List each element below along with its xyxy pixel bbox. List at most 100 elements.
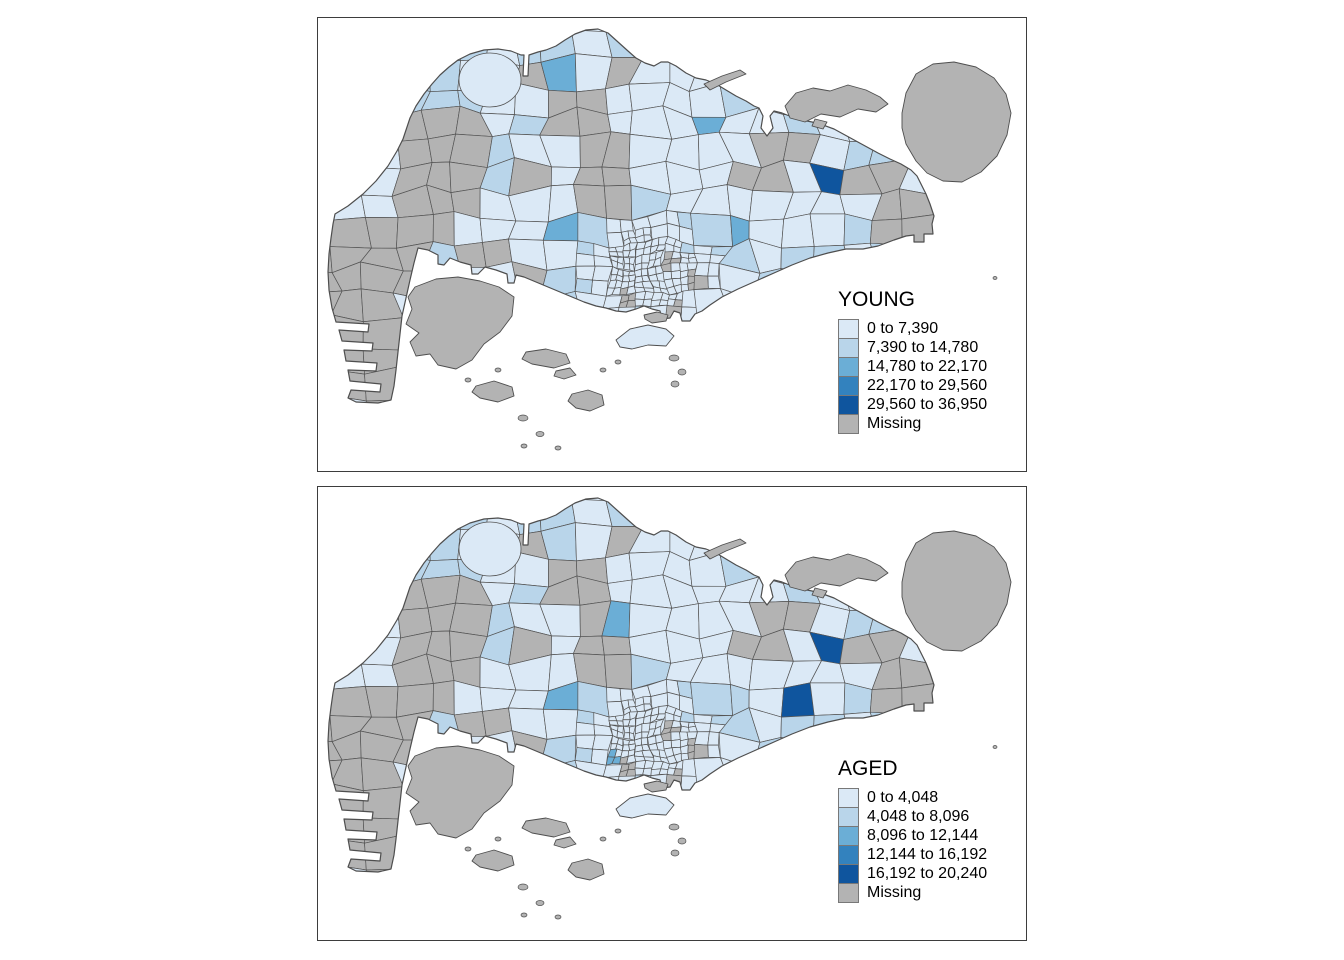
mainland-outline bbox=[327, 28, 935, 404]
subzone-cell bbox=[780, 498, 817, 530]
subzone-cell bbox=[751, 863, 784, 872]
subzone-cell bbox=[575, 734, 596, 750]
subzone-cell bbox=[330, 57, 366, 86]
subzone-cell bbox=[641, 722, 651, 733]
subzone-cell bbox=[623, 256, 630, 265]
subzone-cell bbox=[329, 576, 374, 609]
subzone-cell bbox=[811, 29, 849, 40]
subzone-cell bbox=[688, 499, 730, 532]
subzone-cell bbox=[779, 839, 812, 872]
subzone-cell bbox=[780, 29, 817, 39]
subzone-cell bbox=[694, 731, 710, 746]
subzone-cell bbox=[668, 498, 700, 508]
subzone-cell bbox=[751, 342, 794, 375]
legend-swatch bbox=[838, 376, 859, 396]
subzone-cell bbox=[780, 268, 821, 297]
legend-item: 0 to 4,048 bbox=[838, 788, 987, 808]
subzone-cell bbox=[603, 815, 641, 838]
subzone-cell bbox=[780, 760, 821, 794]
legend-label: 0 to 4,048 bbox=[867, 789, 939, 806]
subzone-cell bbox=[328, 395, 336, 403]
legend-swatch bbox=[838, 338, 859, 358]
subzone-cell bbox=[453, 242, 487, 268]
young-legend: YOUNG 0 to 7,390 7,390 to 14,780 14,780 … bbox=[838, 288, 987, 434]
pulau-ketam-island bbox=[811, 118, 828, 130]
subzone-cell bbox=[389, 29, 426, 36]
islet bbox=[517, 883, 529, 891]
islet bbox=[670, 380, 680, 388]
subzone-cell bbox=[707, 744, 721, 758]
bukom-kechil-island bbox=[553, 836, 577, 849]
subzone-cell bbox=[359, 498, 400, 505]
subzone-cell bbox=[365, 686, 399, 718]
subzone-cell bbox=[869, 687, 903, 715]
subzone-cell bbox=[603, 864, 633, 872]
subzone-cell bbox=[539, 318, 583, 349]
subzone-cell bbox=[727, 29, 762, 67]
subzone-cell bbox=[809, 682, 846, 716]
subzone-cell bbox=[690, 845, 730, 872]
subzone-cell bbox=[605, 83, 633, 115]
subzone-cell bbox=[601, 166, 632, 187]
subzone-cell bbox=[539, 787, 583, 818]
subzone-cell bbox=[640, 268, 648, 277]
islet bbox=[668, 354, 680, 362]
subzone-cell bbox=[751, 840, 790, 872]
legend-swatch bbox=[838, 826, 859, 846]
islet bbox=[520, 443, 528, 449]
subzone-cell bbox=[756, 551, 791, 584]
subzone-cell bbox=[328, 369, 335, 401]
subzone-cell bbox=[603, 184, 633, 221]
subzone-cell bbox=[780, 291, 821, 325]
subzone-cell bbox=[428, 527, 461, 562]
jurong-island-island bbox=[405, 276, 515, 370]
subzone-cell bbox=[449, 602, 493, 637]
subzone-cell bbox=[780, 715, 815, 744]
subzone-cell bbox=[575, 265, 596, 281]
offshore-islands bbox=[405, 61, 1012, 451]
subzone-cell bbox=[488, 498, 514, 506]
subzone-cell bbox=[333, 29, 365, 35]
islet bbox=[677, 368, 687, 376]
subzone-cell bbox=[843, 711, 880, 744]
subzone-cell bbox=[359, 502, 403, 535]
pulau-tekong-island bbox=[901, 530, 1012, 652]
legend-label: 16,192 to 20,240 bbox=[867, 865, 988, 882]
subzone-cell bbox=[448, 29, 490, 37]
subzone-cell bbox=[650, 768, 662, 777]
subzone-cell bbox=[328, 838, 335, 870]
subzone-cell bbox=[603, 836, 641, 869]
subzone-cell bbox=[423, 835, 464, 863]
subzone-cell bbox=[621, 275, 631, 283]
subzone-cell bbox=[389, 35, 430, 62]
legend-label: 14,780 to 22,170 bbox=[867, 358, 988, 375]
subzone-cell bbox=[328, 582, 336, 609]
subzone-cell bbox=[628, 367, 667, 400]
subzone-cell bbox=[488, 29, 514, 37]
subzone-cell bbox=[340, 31, 365, 66]
subzone-cell bbox=[671, 251, 681, 260]
subzone-cell bbox=[429, 391, 455, 403]
subzone-cell bbox=[690, 868, 734, 872]
young-map bbox=[327, 28, 1012, 451]
islet bbox=[670, 849, 680, 857]
subzone-cell bbox=[573, 787, 608, 818]
subzone-cell bbox=[690, 681, 733, 716]
subzone-cell bbox=[628, 836, 667, 869]
subzone-cell bbox=[843, 242, 880, 275]
subzone-cell bbox=[756, 82, 791, 115]
subzone-cell bbox=[329, 107, 374, 140]
subzone-cell bbox=[590, 279, 609, 297]
subzone-cell bbox=[935, 683, 971, 715]
subzone-cell bbox=[664, 845, 692, 872]
pulau-ketam-island bbox=[811, 587, 828, 599]
subzone-cell bbox=[389, 498, 426, 505]
subzone-cell bbox=[707, 275, 721, 289]
subzone-cell bbox=[508, 689, 549, 710]
subzone-cell bbox=[642, 227, 652, 236]
pulau-ubin-island bbox=[784, 553, 889, 592]
legend-item: 14,780 to 22,170 bbox=[838, 357, 987, 377]
islet bbox=[599, 836, 607, 842]
subzone-cell bbox=[508, 220, 549, 241]
subzone-cell bbox=[458, 521, 522, 577]
